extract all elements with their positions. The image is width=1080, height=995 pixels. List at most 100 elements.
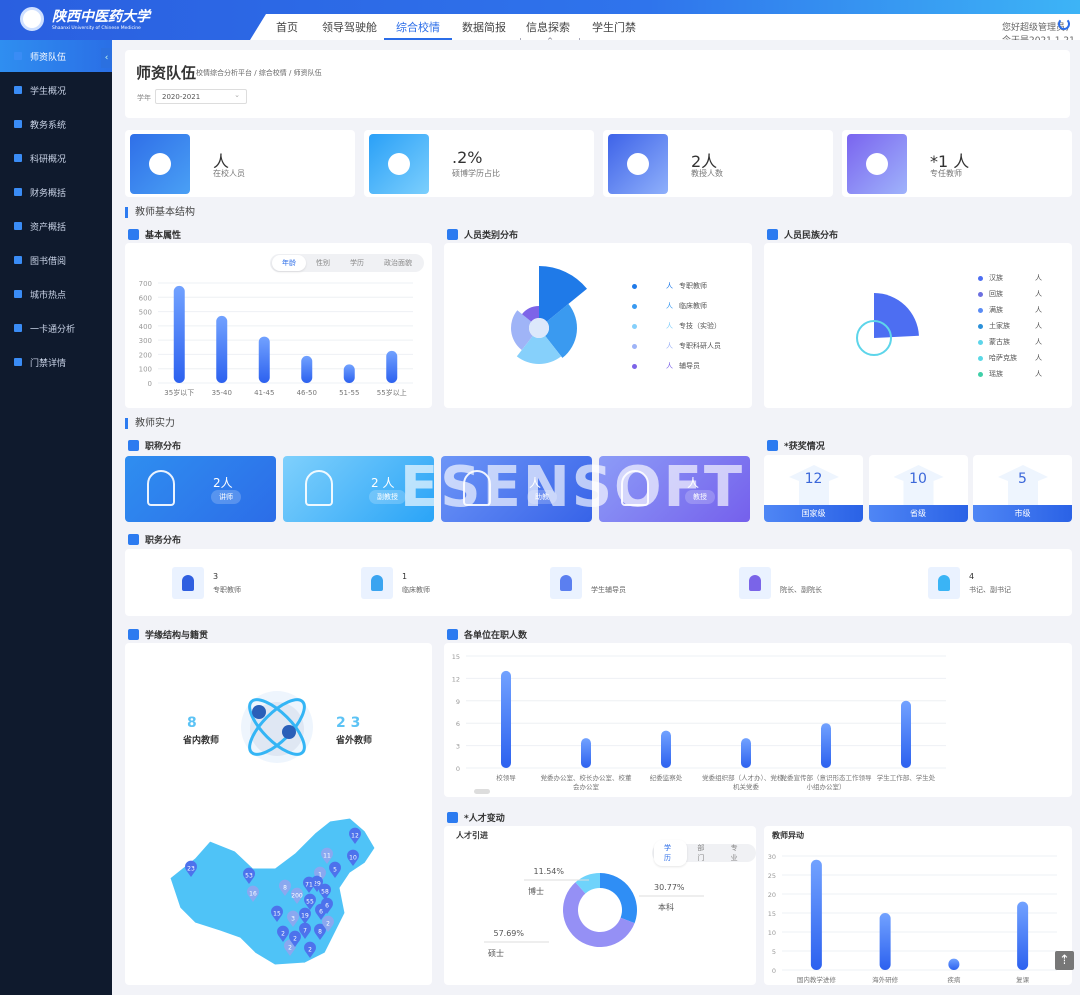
legend-item[interactable]: 满族 人 [978, 305, 1042, 315]
award-value: 10 [909, 471, 927, 487]
pin-value: 15 [273, 911, 281, 918]
tab-education[interactable]: 学历 [350, 259, 364, 267]
sidebar-item-label: 教务系统 [30, 120, 67, 131]
legend-item[interactable]: 人专职教师 [632, 281, 707, 291]
map-pin: 11 [321, 847, 333, 864]
stat-value: 人 [213, 152, 230, 171]
legend-item[interactable]: 人辅导员 [632, 361, 700, 371]
nav-briefing[interactable]: 数据简报 [462, 21, 506, 34]
nav-access[interactable]: 学生门禁 [592, 21, 636, 34]
sidebar-item[interactable]: 门禁详情 [0, 346, 112, 378]
y-tick-label: 5 [772, 948, 776, 956]
pin-value: 2 [308, 947, 312, 954]
legend-value: 人 [666, 342, 673, 350]
pin-marker [279, 879, 291, 896]
breadcrumb-item[interactable]: 校情综合分析平台 [196, 69, 252, 77]
bar [821, 723, 831, 768]
back-to-top-button[interactable]: ⇡ [1055, 951, 1074, 970]
university-logo[interactable]: 陕西中医药大学 Shaanxi University of Chinese Me… [20, 6, 150, 31]
sidebar-item[interactable]: 城市热点 [0, 278, 112, 310]
rose-slice [511, 310, 533, 351]
sidebar-item-label: 学生概况 [30, 86, 67, 97]
award-card[interactable]: 12 国家级 [764, 455, 863, 522]
sidebar-item[interactable]: 资产概括 [0, 210, 112, 242]
tab-department[interactable]: 部门 [697, 844, 705, 862]
award-icon [767, 440, 778, 451]
tab-political[interactable]: 政治面貌 [384, 259, 412, 267]
tab-degree[interactable]: 学历 [654, 840, 688, 866]
nav-cockpit[interactable]: 领导驾驶舱 [322, 21, 377, 34]
map-pin: 2 [277, 925, 289, 942]
legend-item[interactable]: 哈萨克族 人 [978, 353, 1042, 363]
title-label: 助教 [527, 490, 557, 504]
y-tick-label: 25 [768, 872, 776, 880]
y-tick-label: 0 [148, 380, 152, 388]
legend-label: 蒙古族 [989, 338, 1010, 346]
sidebar-item[interactable]: 图书借阅 [0, 244, 112, 276]
year-select[interactable]: 2020-2021 ⌄ [155, 89, 247, 104]
pin-value: 58 [321, 889, 329, 896]
origin-panel: 8 省内教师 2 3 省外教师 23 53 16 15 12 11 10 5 1 29 71 200 5… [125, 643, 432, 985]
y-tick-label: 200 [139, 351, 152, 359]
power-icon[interactable] [1058, 18, 1070, 30]
pin-marker [304, 941, 316, 958]
award-card[interactable]: 5 市级 [973, 455, 1072, 522]
teacher-icon [608, 134, 668, 194]
legend-item[interactable]: 人专职科研人员 [632, 341, 721, 351]
donut-slice [600, 873, 637, 924]
location-icon [767, 229, 778, 240]
y-tick-label: 700 [139, 280, 152, 288]
tab-gender[interactable]: 性别 [316, 259, 330, 267]
duty-label: 院长、副院长 [780, 586, 822, 594]
title-card[interactable]: 2人 讲师 [125, 456, 276, 522]
title-card[interactable]: 人教授 [599, 456, 750, 522]
collapse-sidebar-button[interactable]: ‹ [101, 48, 112, 68]
pin-marker [299, 922, 311, 939]
sidebar-item[interactable]: 师资队伍 [0, 40, 112, 72]
ethnic-panel: 汉族人回族人满族人土家族人蒙古族人哈萨克族人瑶族人 [764, 243, 1072, 408]
nav-overview[interactable]: 综合校情 [384, 19, 452, 40]
teacher-outline-icon [305, 470, 333, 506]
pin-marker [321, 897, 333, 914]
sidebar-item[interactable]: 科研概况 [0, 142, 112, 174]
tab-age[interactable]: 年龄 [272, 255, 306, 271]
legend-item[interactable]: 蒙古族 人 [978, 337, 1042, 347]
bar [581, 738, 591, 768]
sidebar-item[interactable]: 学生概况 [0, 74, 112, 106]
pin-value: 2 [293, 936, 297, 943]
pin-value: 2 [326, 921, 330, 928]
legend-label: 汉族 [989, 274, 1003, 282]
legend-item[interactable]: 人专技（实验） [632, 321, 721, 331]
x-tick-label: 35岁以下 [164, 388, 194, 397]
legend-item[interactable]: 土家族 人 [978, 321, 1042, 331]
map-pin: 5 [329, 861, 341, 878]
title-card[interactable]: 2 人副教授 [283, 456, 434, 522]
legend-item[interactable]: 汉族 人 [978, 273, 1042, 283]
bar [301, 355, 313, 383]
pin-value: 23 [187, 866, 195, 873]
sidebar-item[interactable]: 教务系统 [0, 108, 112, 140]
pin-marker [304, 893, 316, 910]
legend-item[interactable]: 回族 人 [978, 289, 1042, 299]
sidebar-item[interactable]: 一卡通分析 [0, 312, 112, 344]
legend-item[interactable]: 人临床教师 [632, 301, 707, 311]
map-pin: 8 [314, 923, 326, 940]
award-card[interactable]: 10 省级 [868, 455, 968, 522]
y-tick-label: 10 [768, 929, 776, 937]
pin-marker [321, 847, 333, 864]
tab-major[interactable]: 专业 [730, 844, 738, 862]
y-tick-label: 15 [768, 910, 776, 918]
title-card[interactable]: 人助教 [441, 456, 592, 522]
breadcrumb-item[interactable]: 综合校情 [258, 69, 287, 77]
collapse-header-icon[interactable]: ^ [520, 38, 580, 40]
sidebar-item[interactable]: 财务概括 [0, 176, 112, 208]
legend-item[interactable]: 瑶族 人 [978, 369, 1042, 379]
nav-home[interactable]: 首页 [276, 21, 298, 34]
map-pin: 58 [319, 883, 331, 900]
bar [901, 700, 911, 768]
chart-scroll-handle[interactable] [474, 789, 490, 794]
stat-label: 硕博学历占比 [452, 169, 500, 178]
nav-explore[interactable]: 信息探索 [526, 21, 570, 34]
panel-title: 职务分布 [128, 533, 181, 546]
legend-label: 专职科研人员 [679, 342, 721, 350]
